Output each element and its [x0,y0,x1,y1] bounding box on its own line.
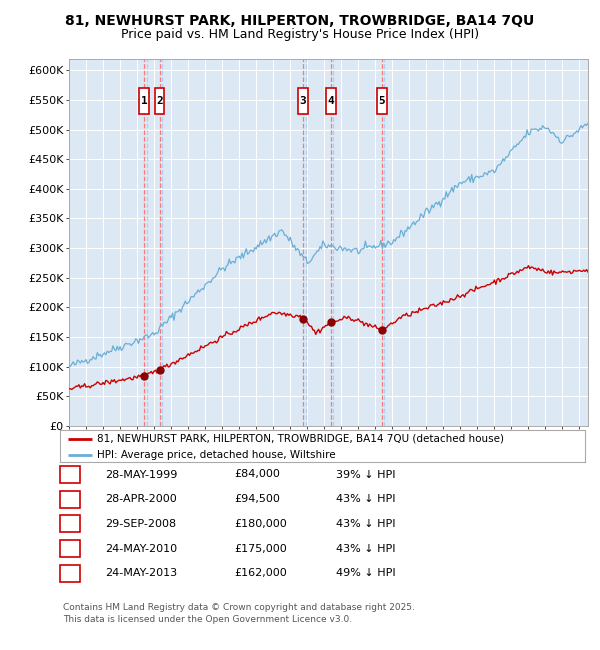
Text: 43% ↓ HPI: 43% ↓ HPI [336,519,395,529]
Text: 5: 5 [379,96,385,106]
Text: £94,500: £94,500 [234,494,280,504]
Text: 29-SEP-2008: 29-SEP-2008 [105,519,176,529]
FancyBboxPatch shape [139,88,149,114]
Text: £180,000: £180,000 [234,519,287,529]
Text: This data is licensed under the Open Government Licence v3.0.: This data is licensed under the Open Gov… [63,615,352,624]
Text: 1: 1 [140,96,148,106]
Text: 4: 4 [66,543,74,554]
Text: 43% ↓ HPI: 43% ↓ HPI [336,543,395,554]
Text: 24-MAY-2013: 24-MAY-2013 [105,568,177,578]
Text: £175,000: £175,000 [234,543,287,554]
FancyBboxPatch shape [298,88,308,114]
Text: Contains HM Land Registry data © Crown copyright and database right 2025.: Contains HM Land Registry data © Crown c… [63,603,415,612]
Text: 5: 5 [67,568,74,578]
Text: £162,000: £162,000 [234,568,287,578]
Text: 3: 3 [67,519,74,529]
FancyBboxPatch shape [326,88,335,114]
Text: 2: 2 [157,96,163,106]
FancyBboxPatch shape [155,88,164,114]
Text: 1: 1 [67,469,74,480]
Text: £84,000: £84,000 [234,469,280,480]
Text: 28-MAY-1999: 28-MAY-1999 [105,469,178,480]
FancyBboxPatch shape [377,88,386,114]
Text: 3: 3 [299,96,307,106]
Text: 39% ↓ HPI: 39% ↓ HPI [336,469,395,480]
Text: 28-APR-2000: 28-APR-2000 [105,494,177,504]
Text: 81, NEWHURST PARK, HILPERTON, TROWBRIDGE, BA14 7QU: 81, NEWHURST PARK, HILPERTON, TROWBRIDGE… [65,14,535,29]
Text: 4: 4 [328,96,334,106]
Text: 24-MAY-2010: 24-MAY-2010 [105,543,177,554]
Text: 81, NEWHURST PARK, HILPERTON, TROWBRIDGE, BA14 7QU (detached house): 81, NEWHURST PARK, HILPERTON, TROWBRIDGE… [97,434,504,444]
Text: Price paid vs. HM Land Registry's House Price Index (HPI): Price paid vs. HM Land Registry's House … [121,28,479,41]
Text: 43% ↓ HPI: 43% ↓ HPI [336,494,395,504]
Text: 2: 2 [67,494,74,504]
Text: HPI: Average price, detached house, Wiltshire: HPI: Average price, detached house, Wilt… [97,450,335,460]
Text: 49% ↓ HPI: 49% ↓ HPI [336,568,395,578]
